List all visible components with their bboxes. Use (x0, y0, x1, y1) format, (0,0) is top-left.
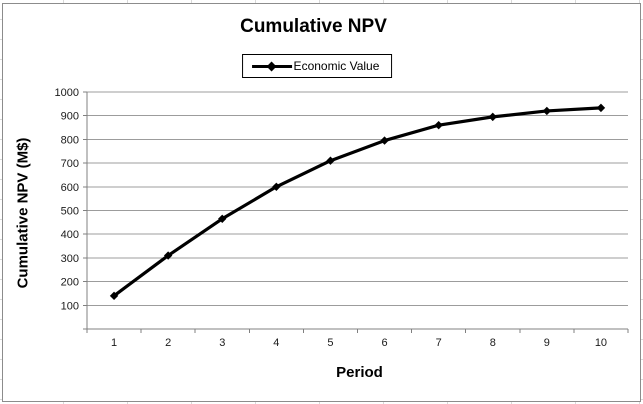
y-tick-label: 200 (61, 277, 79, 289)
x-tick-label: 9 (544, 337, 550, 349)
x-tick-label: 5 (327, 337, 333, 349)
data-point-marker[interactable] (380, 136, 389, 145)
data-point-marker[interactable] (542, 106, 552, 116)
data-point-marker[interactable] (488, 112, 497, 122)
data-point-marker[interactable] (434, 120, 443, 130)
series-line (112, 106, 603, 298)
x-axis-title: Period (336, 364, 383, 381)
y-tick-label: 400 (61, 229, 79, 241)
data-point-marker[interactable] (163, 251, 173, 260)
y-tick-label: 500 (61, 206, 79, 218)
data-point-marker[interactable] (109, 291, 119, 301)
legend[interactable]: Economic Value (241, 54, 393, 78)
x-tick-label: 7 (436, 337, 442, 349)
chart-title: Cumulative NPV (240, 16, 387, 37)
y-tick-label: 800 (61, 134, 79, 146)
legend-series-label: Economic Value (293, 59, 380, 73)
gridlines (87, 91, 628, 306)
y-tick-label: 1000 (55, 87, 79, 99)
axis-tick-labels: 100 200 300 400 500 600 700 800 900 1000 1 2 3 4 5 6 7 8 9… (55, 87, 608, 349)
x-tick-label: 1 (111, 337, 117, 349)
y-tick-label: 100 (61, 300, 79, 312)
chart-area[interactable]: Cumulative NPV Economic Value Cumulative… (2, 3, 641, 402)
plot-region: 100 200 300 400 500 600 700 800 900 1000 1 2 3 4 5 6 7 8 9… (55, 87, 629, 349)
data-point-marker[interactable] (272, 182, 281, 191)
x-tick-label: 3 (219, 337, 225, 349)
y-tick-label: 600 (61, 182, 79, 194)
y-tick-label: 900 (61, 111, 79, 123)
x-tick-label: 2 (165, 337, 171, 349)
data-point-marker[interactable] (326, 156, 335, 165)
y-tick-label: 300 (61, 253, 79, 265)
data-point-marker[interactable] (218, 214, 227, 223)
data-point-marker[interactable] (596, 103, 606, 113)
legend-line-marker-sample (251, 61, 292, 72)
x-tick-label: 8 (490, 337, 496, 349)
x-tick-label: 6 (381, 337, 387, 349)
x-tick-label: 4 (273, 337, 279, 349)
x-tick-label: 10 (595, 337, 607, 349)
axes (83, 91, 629, 333)
series-economic-value (109, 103, 606, 301)
y-tick-label: 700 (61, 158, 79, 170)
